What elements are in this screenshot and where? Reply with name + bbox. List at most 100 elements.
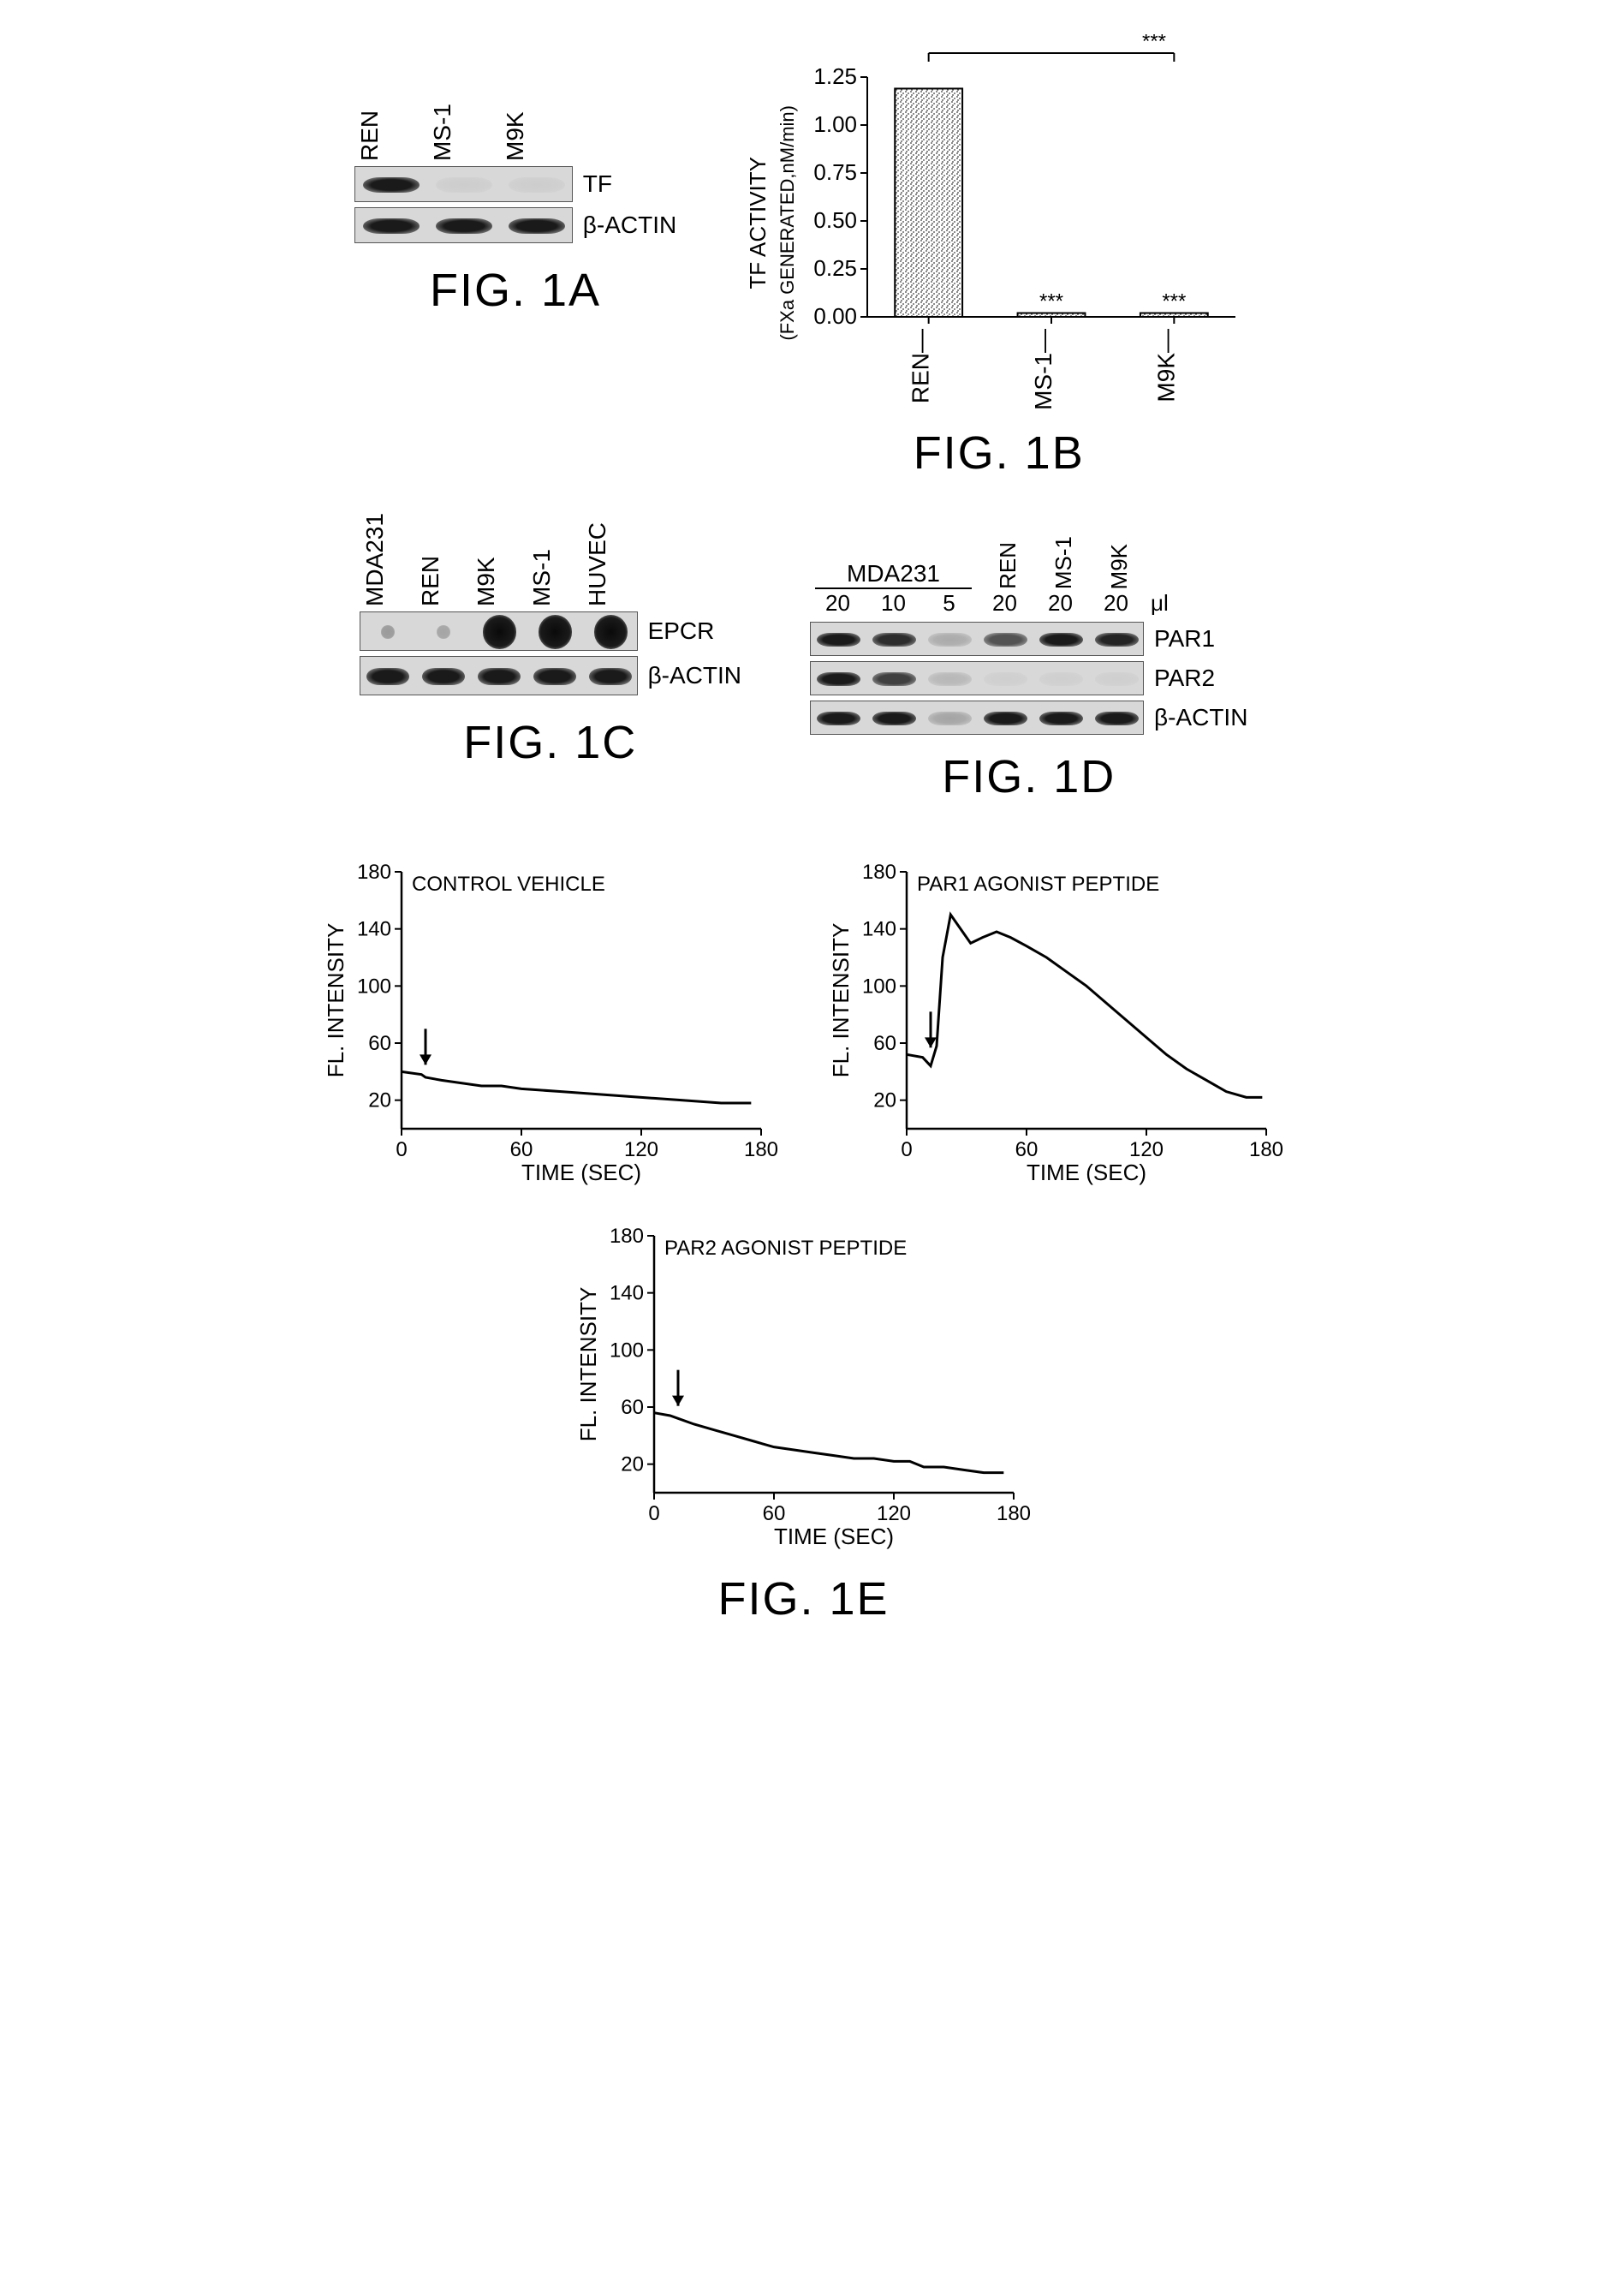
row-ab: RENMS-1M9K TF β-ACTIN FIG. 1A TF ACTIVITY …	[34, 34, 1573, 480]
blot-col-label: M9K	[471, 531, 527, 608]
western-blot-1a: RENMS-1M9K TF β-ACTIN	[354, 86, 676, 248]
svg-text:100: 100	[356, 975, 390, 998]
svg-text:120: 120	[876, 1502, 910, 1525]
panel-1b: TF ACTIVITY (FXa GENERATED,nM/min) 0.00 0…	[745, 34, 1253, 480]
header-unit: μl	[1151, 590, 1169, 617]
panel-1e: 20 60 100 140 180 0 60 120 180 CONTROL VEHICLE TIM…	[34, 855, 1573, 1625]
blot-col-label: MS-1	[427, 86, 500, 163]
fig-label-1a: FIG. 1A	[430, 264, 601, 317]
row-cd: MDA231 REN M9K MS-1 HUVEC EPCR β-ACTIN FIG. 1C…	[34, 531, 1573, 803]
svg-text:TIME (SEC): TIME (SEC)	[773, 1524, 893, 1549]
fig-label-1c: FIG. 1C	[463, 716, 637, 769]
svg-text:180: 180	[609, 1225, 643, 1248]
bar-chart-1b: 0.000.250.500.751.001.25REN—***MS-1—***M…	[807, 34, 1253, 411]
svg-text:1.00: 1.00	[814, 111, 858, 137]
linechart-par2: 2060100140180060120180PAR2 AGONIST PEPTI…	[577, 1219, 1031, 1557]
svg-text:20: 20	[368, 1089, 391, 1112]
svg-text:60: 60	[762, 1502, 785, 1525]
blot-strip	[354, 207, 573, 243]
blot-strip	[354, 166, 573, 202]
svg-text:0.00: 0.00	[814, 303, 858, 329]
blot-vol-label: 20	[1088, 590, 1144, 617]
line-chart: 20 60 100 140 180 0 60 120 180 PAR1 AGONIST PEPTI…	[830, 855, 1283, 1189]
svg-text:***: ***	[1039, 290, 1063, 313]
blot-row-label: β-ACTIN	[1154, 704, 1247, 731]
svg-text:PAR1 AGONIST PEPTIDE: PAR1 AGONIST PEPTIDE	[917, 873, 1159, 896]
blot-vol-label: 20	[810, 590, 866, 617]
svg-text:60: 60	[509, 1138, 533, 1161]
svg-text:180: 180	[996, 1502, 1030, 1525]
blot-vol-label: 20	[977, 590, 1033, 617]
svg-text:M9K—: M9K—	[1153, 329, 1180, 403]
linechart-control: 2060100140180060120180CONTROL VEHICLETIM…	[324, 855, 778, 1193]
svg-text:0.75: 0.75	[814, 159, 858, 185]
svg-text:***: ***	[1142, 34, 1166, 53]
svg-text:140: 140	[861, 918, 896, 941]
header-mda231: MDA231	[810, 560, 977, 587]
svg-text:FL. INTENSITY: FL. INTENSITY	[830, 923, 854, 1078]
chart-1b-inner: 0.000.250.500.751.001.25REN—***MS-1—***M…	[807, 34, 1253, 411]
blot-vol-label: 10	[866, 590, 921, 617]
chart-1b-wrap: TF ACTIVITY (FXa GENERATED,nM/min) 0.00 0…	[745, 34, 1253, 411]
panel-1a: RENMS-1M9K TF β-ACTIN FIG. 1A	[354, 86, 676, 317]
svg-text:140: 140	[609, 1282, 643, 1305]
svg-text:REN—: REN—	[908, 329, 934, 403]
svg-text:0.50: 0.50	[814, 207, 858, 233]
blot-col-label: HUVEC	[582, 531, 638, 608]
svg-text:FL. INTENSITY: FL. INTENSITY	[324, 923, 348, 1078]
svg-text:0: 0	[396, 1138, 407, 1161]
svg-text:120: 120	[1128, 1138, 1163, 1161]
blot-row-label: TF	[583, 170, 612, 198]
linechart-par1: 20 60 100 140 180 0 60 120 180 PAR1 AGONIST PEPTI…	[830, 855, 1283, 1193]
svg-text:TIME (SEC): TIME (SEC)	[521, 1160, 640, 1185]
svg-text:60: 60	[1015, 1138, 1038, 1161]
blot-vol-label: 20	[1033, 590, 1088, 617]
blot-row-label: β-ACTIN	[648, 662, 741, 689]
svg-text:0: 0	[648, 1502, 659, 1525]
western-blot-1d: MDA231RENMS-1M9K20105202020μlPAR1PAR2β-A…	[810, 531, 1247, 735]
line-chart: 2060100140180060120180PAR2 AGONIST PEPTI…	[577, 1219, 1031, 1553]
fig-label-1d: FIG. 1D	[942, 750, 1116, 803]
blot-col-label: M9K	[500, 86, 573, 163]
fig-1e-grid: 20 60 100 140 180 0 60 120 180 CONTROL VEHICLE TIM…	[324, 855, 1283, 1557]
blot-col-label: MS-1	[1049, 534, 1079, 591]
svg-text:180: 180	[1248, 1138, 1283, 1161]
blot-row-label: β-ACTIN	[583, 212, 676, 239]
line-chart: 2060100140180060120180CONTROL VEHICLETIM…	[324, 855, 778, 1189]
fig-label-1e: FIG. 1E	[717, 1572, 889, 1625]
svg-text:20: 20	[873, 1089, 896, 1112]
panel-1c: MDA231RENM9KMS-1HUVECEPCRβ-ACTIN FIG. 1C	[360, 531, 741, 769]
svg-text:60: 60	[873, 1032, 896, 1055]
svg-text:1.25: 1.25	[814, 63, 858, 89]
blot-strip	[360, 611, 638, 651]
ylabel-1b-1: TF ACTIVITY	[745, 157, 771, 289]
blot-row-label: PAR1	[1154, 625, 1215, 653]
svg-text:0: 0	[901, 1138, 912, 1161]
svg-text:60: 60	[368, 1032, 391, 1055]
svg-text:FL. INTENSITY: FL. INTENSITY	[577, 1287, 601, 1442]
svg-text:20: 20	[621, 1453, 644, 1476]
blot-vol-label: 5	[921, 590, 977, 617]
panel-1d: MDA231RENMS-1M9K20105202020μlPAR1PAR2β-A…	[810, 531, 1247, 803]
blot-col-label: M9K	[1104, 542, 1134, 591]
fig-label-1b: FIG. 1B	[914, 426, 1085, 480]
blot-col-label: MDA231	[360, 531, 415, 608]
blot-row-label: EPCR	[648, 617, 715, 645]
blot-col-label: REN	[354, 86, 427, 163]
blot-col-label: REN	[993, 540, 1023, 591]
blot-strip	[360, 656, 638, 695]
figure-page: RENMS-1M9KTFβ-ACTIN FIG. 1A TF ACTIVITY …	[34, 34, 1573, 1625]
svg-text:140: 140	[356, 918, 390, 941]
western-blot-1c: MDA231RENM9KMS-1HUVECEPCRβ-ACTIN	[360, 531, 741, 701]
ylabel-1b-2: (FXa GENERATED,nM/min)	[777, 105, 799, 341]
svg-text:100: 100	[861, 975, 896, 998]
svg-text:180: 180	[861, 861, 896, 884]
svg-text:0.25: 0.25	[814, 255, 858, 281]
svg-text:180: 180	[743, 1138, 777, 1161]
blot-strip	[810, 622, 1144, 656]
svg-text:120: 120	[623, 1138, 658, 1161]
svg-text:PAR2 AGONIST PEPTIDE: PAR2 AGONIST PEPTIDE	[664, 1237, 907, 1260]
blot-strip	[810, 661, 1144, 695]
blot-row-label: PAR2	[1154, 665, 1215, 692]
svg-text:CONTROL VEHICLE: CONTROL VEHICLE	[412, 873, 605, 896]
